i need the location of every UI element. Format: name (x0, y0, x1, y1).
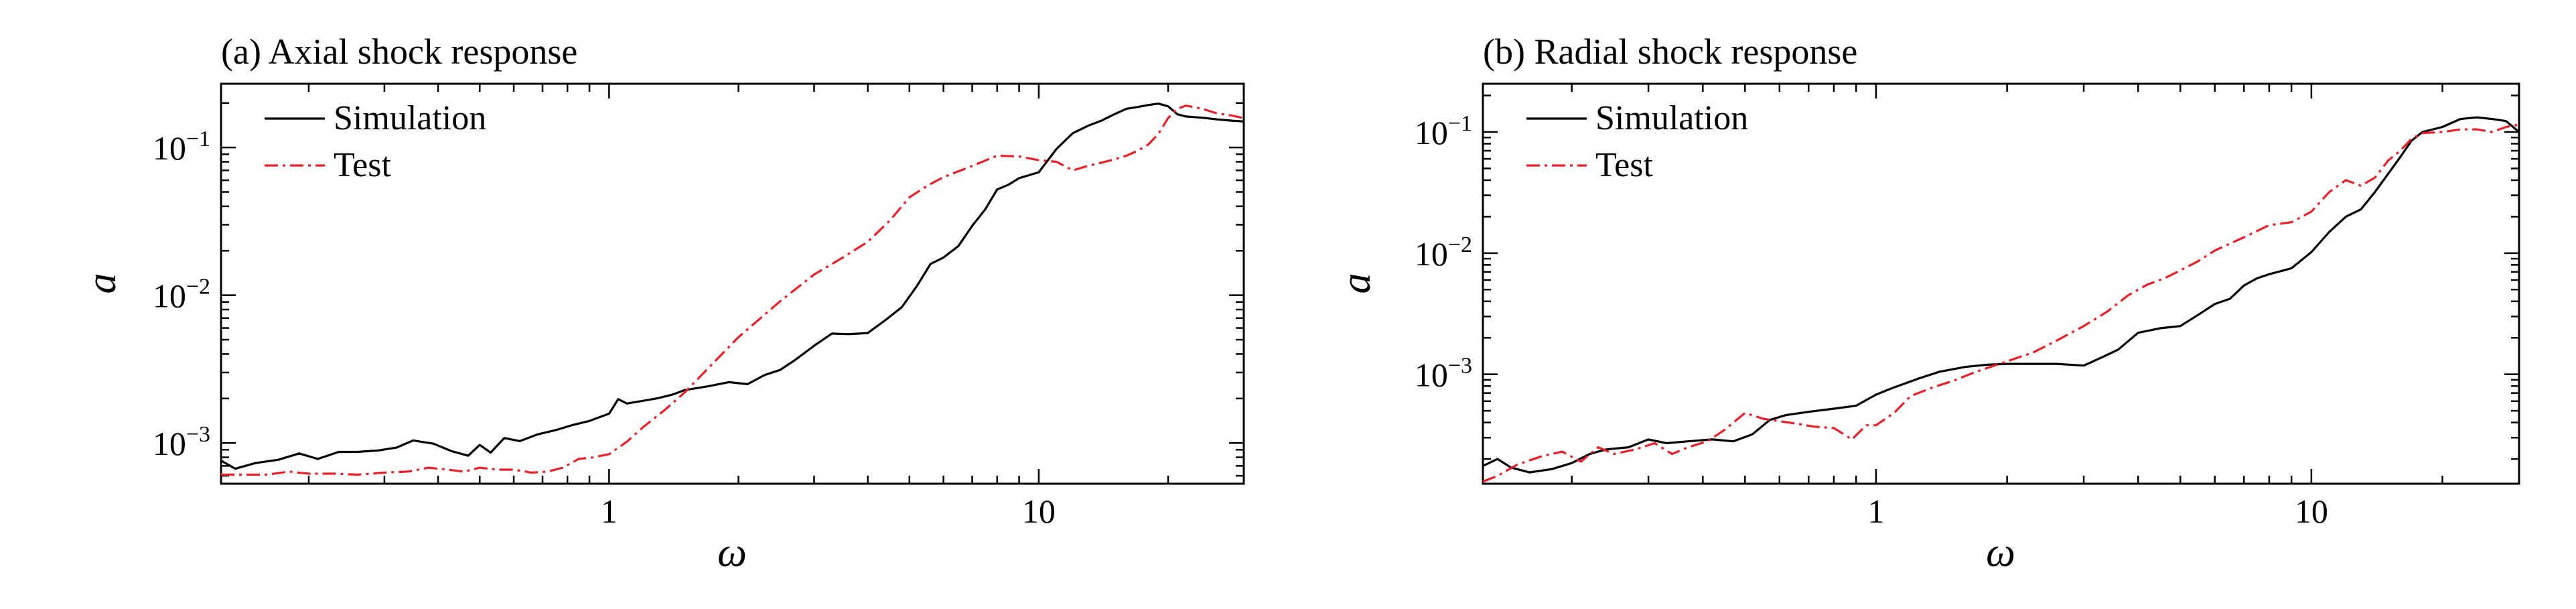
chart-title-axial: (a) Axial shock response (221, 31, 577, 72)
y-tick-label: 10−2 (153, 275, 210, 315)
plot-frame-radial (1482, 82, 2520, 485)
y-tick-label: 10−1 (153, 127, 210, 167)
y-tick-label: 10−3 (153, 422, 210, 462)
y-axis-label-radial: a (1334, 273, 1379, 294)
x-tick-label: 1 (601, 492, 618, 530)
series-lines-radial (1482, 116, 2520, 483)
tick-marks-radial (1483, 84, 2520, 484)
legend-axial: Simulation Test (265, 99, 486, 184)
legend-label-simulation: Simulation (1595, 99, 1748, 137)
panel-radial: (b) Radial shock response 1 10 10−3 10−2 10−… (1334, 31, 2520, 576)
series-lines-axial (220, 103, 1244, 476)
series-line-test (221, 105, 1244, 476)
series-line-simulation (220, 103, 1244, 470)
tick-marks-axial (221, 84, 1245, 484)
y-tick-label: 10−1 (1415, 111, 1472, 151)
x-tick-label: 1 (1867, 492, 1884, 530)
legend-label-test: Test (334, 146, 391, 184)
y-axis-label-axial: a (79, 273, 125, 294)
x-axis-label-axial: ω (717, 530, 747, 576)
y-tick-label: 10−3 (1415, 354, 1472, 394)
legend-label-simulation: Simulation (334, 99, 486, 137)
tick-labels-axial: 1 10 10−3 10−2 10−1 (153, 127, 1056, 530)
chart-title-radial: (b) Radial shock response (1483, 31, 1857, 72)
legend-label-test: Test (1595, 146, 1653, 184)
y-tick-label: 10−2 (1415, 232, 1472, 273)
series-line-simulation (1482, 116, 2520, 474)
x-tick-label: 10 (2295, 492, 2328, 530)
legend-radial: Simulation Test (1526, 99, 1748, 184)
plot-frame-axial (220, 82, 1245, 485)
x-axis-label-radial: ω (1986, 530, 2015, 576)
tick-labels-radial: 1 10 10−3 10−2 10−1 (1415, 111, 2328, 530)
panel-axial: (a) Axial shock response 1 10 10−3 10−2 10−1… (79, 31, 1245, 576)
x-tick-label: 10 (1022, 492, 1056, 530)
series-line-test (1482, 123, 2520, 483)
